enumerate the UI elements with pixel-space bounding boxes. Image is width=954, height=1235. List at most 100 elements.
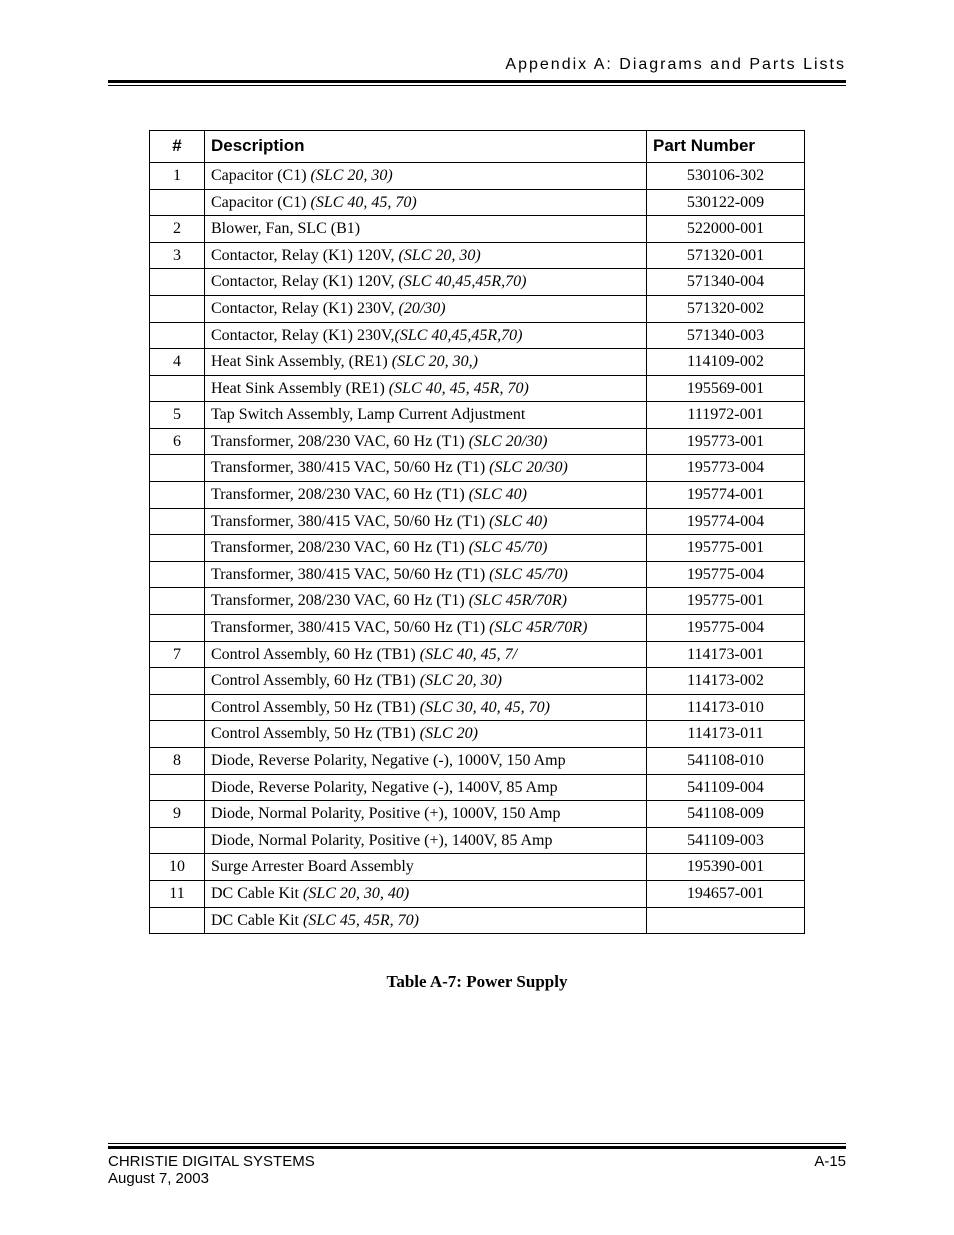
desc-plain: Contactor, Relay (K1) 230V, bbox=[211, 327, 394, 344]
cell-num bbox=[150, 269, 205, 296]
desc-italic: (SLC 20, 30) bbox=[311, 167, 393, 184]
cell-description: Control Assembly, 60 Hz (TB1) (SLC 40, 4… bbox=[205, 641, 647, 668]
cell-description: Transformer, 208/230 VAC, 60 Hz (T1) (SL… bbox=[205, 588, 647, 615]
desc-plain: Diode, Normal Polarity, Positive (+), 14… bbox=[211, 832, 552, 849]
cell-part-number: 195773-004 bbox=[647, 455, 805, 482]
desc-italic: (SLC 40, 45, 7/ bbox=[420, 646, 517, 663]
desc-plain: Transformer, 380/415 VAC, 50/60 Hz (T1) bbox=[211, 566, 489, 583]
cell-part-number: 541108-010 bbox=[647, 748, 805, 775]
desc-italic: (SLC 45/70) bbox=[489, 566, 568, 583]
cell-num bbox=[150, 615, 205, 642]
cell-part-number: 195775-004 bbox=[647, 615, 805, 642]
page-header-title: Appendix A: Diagrams and Parts Lists bbox=[108, 56, 846, 80]
desc-italic: (SLC 40) bbox=[489, 513, 547, 530]
cell-num bbox=[150, 588, 205, 615]
header-rule bbox=[108, 80, 846, 86]
table-row: Contactor, Relay (K1) 120V, (SLC 40,45,4… bbox=[150, 269, 805, 296]
desc-plain: Transformer, 380/415 VAC, 50/60 Hz (T1) bbox=[211, 513, 489, 530]
desc-italic: (20/30) bbox=[398, 300, 445, 317]
cell-num: 6 bbox=[150, 428, 205, 455]
cell-description: Diode, Reverse Polarity, Negative (-), 1… bbox=[205, 748, 647, 775]
footer-rule bbox=[108, 1143, 846, 1149]
cell-part-number: 114109-002 bbox=[647, 349, 805, 376]
footer-company: CHRISTIE DIGITAL SYSTEMS bbox=[108, 1153, 315, 1170]
table-header-row: # Description Part Number bbox=[150, 131, 805, 163]
table-caption: Table A-7: Power Supply bbox=[108, 972, 846, 992]
table-row: Contactor, Relay (K1) 230V, (20/30)57132… bbox=[150, 295, 805, 322]
cell-num bbox=[150, 907, 205, 934]
cell-part-number: 571320-001 bbox=[647, 242, 805, 269]
desc-plain: Contactor, Relay (K1) 230V, bbox=[211, 300, 398, 317]
cell-description: Transformer, 380/415 VAC, 50/60 Hz (T1) … bbox=[205, 561, 647, 588]
desc-plain: Control Assembly, 60 Hz (TB1) bbox=[211, 646, 420, 663]
cell-num: 3 bbox=[150, 242, 205, 269]
cell-description: Contactor, Relay (K1) 230V, (20/30) bbox=[205, 295, 647, 322]
cell-description: Tap Switch Assembly, Lamp Current Adjust… bbox=[205, 402, 647, 429]
cell-description: Contactor, Relay (K1) 120V, (SLC 40,45,4… bbox=[205, 269, 647, 296]
cell-part-number: 114173-001 bbox=[647, 641, 805, 668]
cell-part-number: 195390-001 bbox=[647, 854, 805, 881]
cell-num bbox=[150, 189, 205, 216]
cell-num: 10 bbox=[150, 854, 205, 881]
cell-part-number: 114173-011 bbox=[647, 721, 805, 748]
cell-num bbox=[150, 295, 205, 322]
table-row: 5Tap Switch Assembly, Lamp Current Adjus… bbox=[150, 402, 805, 429]
footer-date: August 7, 2003 bbox=[108, 1170, 846, 1187]
desc-italic: (SLC 30, 40, 45, 70) bbox=[420, 699, 550, 716]
cell-num bbox=[150, 482, 205, 509]
desc-plain: Diode, Reverse Polarity, Negative (-), 1… bbox=[211, 779, 558, 796]
cell-description: Diode, Normal Polarity, Positive (+), 10… bbox=[205, 801, 647, 828]
cell-description: Transformer, 380/415 VAC, 50/60 Hz (T1) … bbox=[205, 615, 647, 642]
cell-part-number: 522000-001 bbox=[647, 216, 805, 243]
desc-italic: (SLC 20, 30) bbox=[420, 672, 502, 689]
desc-plain: Heat Sink Assembly (RE1) bbox=[211, 380, 389, 397]
cell-description: Heat Sink Assembly (RE1) (SLC 40, 45, 45… bbox=[205, 375, 647, 402]
desc-italic: (SLC 20/30) bbox=[489, 459, 568, 476]
desc-italic: (SLC 20, 30, 40) bbox=[303, 885, 409, 902]
cell-description: Transformer, 208/230 VAC, 60 Hz (T1) (SL… bbox=[205, 535, 647, 562]
table-row: Contactor, Relay (K1) 230V,(SLC 40,45,45… bbox=[150, 322, 805, 349]
table-row: 4Heat Sink Assembly, (RE1) (SLC 20, 30,)… bbox=[150, 349, 805, 376]
desc-plain: Blower, Fan, SLC (B1) bbox=[211, 220, 360, 237]
cell-description: DC Cable Kit (SLC 20, 30, 40) bbox=[205, 880, 647, 907]
table-row: Transformer, 208/230 VAC, 60 Hz (T1) (SL… bbox=[150, 482, 805, 509]
desc-plain: Capacitor (C1) bbox=[211, 194, 311, 211]
parts-table: # Description Part Number 1 Capacitor (C1… bbox=[149, 130, 805, 934]
desc-italic: (SLC 45R/70R) bbox=[469, 592, 567, 609]
cell-part-number: 195773-001 bbox=[647, 428, 805, 455]
table-row: Transformer, 380/415 VAC, 50/60 Hz (T1) … bbox=[150, 455, 805, 482]
table-row: 7Control Assembly, 60 Hz (TB1) (SLC 40, … bbox=[150, 641, 805, 668]
cell-num: 1 bbox=[150, 162, 205, 189]
desc-italic: (SLC 40) bbox=[469, 486, 527, 503]
cell-num: 4 bbox=[150, 349, 205, 376]
desc-italic: (SLC 20) bbox=[420, 725, 478, 742]
desc-plain: Contactor, Relay (K1) 120V, bbox=[211, 273, 398, 290]
cell-num: 2 bbox=[150, 216, 205, 243]
cell-num bbox=[150, 561, 205, 588]
cell-description: Control Assembly, 50 Hz (TB1) (SLC 30, 4… bbox=[205, 694, 647, 721]
cell-num bbox=[150, 535, 205, 562]
table-row: 6Transformer, 208/230 VAC, 60 Hz (T1) (S… bbox=[150, 428, 805, 455]
cell-description: Blower, Fan, SLC (B1) bbox=[205, 216, 647, 243]
cell-description: Transformer, 380/415 VAC, 50/60 Hz (T1) … bbox=[205, 455, 647, 482]
desc-italic: (SLC 45/70) bbox=[469, 539, 548, 556]
cell-part-number: 194657-001 bbox=[647, 880, 805, 907]
desc-plain: Capacitor (C1) bbox=[211, 167, 311, 184]
col-header-part: Part Number bbox=[647, 131, 805, 163]
table-row: Transformer, 380/415 VAC, 50/60 Hz (T1) … bbox=[150, 508, 805, 535]
desc-plain: Control Assembly, 50 Hz (TB1) bbox=[211, 725, 420, 742]
cell-part-number: 541108-009 bbox=[647, 801, 805, 828]
desc-italic: (SLC 40,45,45R,70) bbox=[394, 327, 522, 344]
desc-plain: Control Assembly, 60 Hz (TB1) bbox=[211, 672, 420, 689]
cell-num: 11 bbox=[150, 880, 205, 907]
cell-part-number: 195775-004 bbox=[647, 561, 805, 588]
cell-description: Transformer, 380/415 VAC, 50/60 Hz (T1) … bbox=[205, 508, 647, 535]
cell-num bbox=[150, 322, 205, 349]
cell-num bbox=[150, 508, 205, 535]
cell-num bbox=[150, 721, 205, 748]
desc-italic: (SLC 20/30) bbox=[469, 433, 548, 450]
table-row: Control Assembly, 60 Hz (TB1) (SLC 20, 3… bbox=[150, 668, 805, 695]
desc-italic: (SLC 45R/70R) bbox=[489, 619, 587, 636]
cell-part-number: 195775-001 bbox=[647, 588, 805, 615]
cell-description: Control Assembly, 50 Hz (TB1) (SLC 20) bbox=[205, 721, 647, 748]
